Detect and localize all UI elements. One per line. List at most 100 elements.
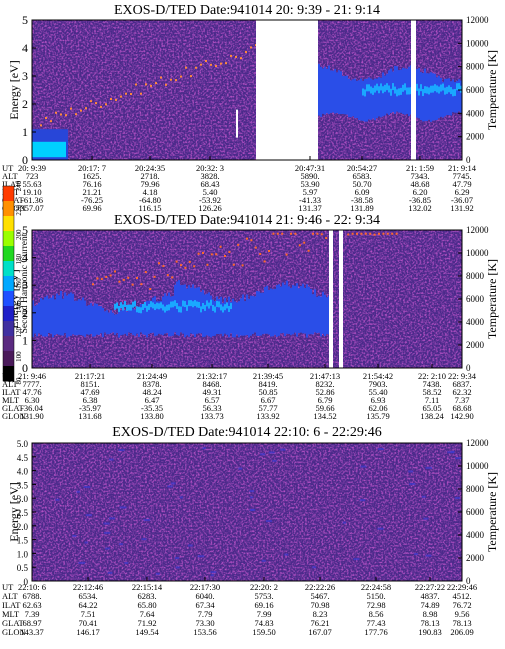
- ion-band: [310, 288, 312, 335]
- table-cell: 3828.: [200, 171, 219, 181]
- ion-band-core: [138, 306, 140, 313]
- y2-tick-label: 10000: [466, 38, 489, 48]
- table-cell: -35.35: [141, 403, 163, 413]
- ion-band: [322, 68, 324, 114]
- temperature-point: [202, 251, 204, 254]
- temperature-point: [263, 260, 266, 263]
- y-tick-label: 4: [22, 251, 28, 265]
- table-cell: 72.98: [366, 600, 385, 610]
- ion-band: [200, 291, 202, 334]
- background-speckle: [118, 449, 125, 452]
- ion-band: [326, 297, 328, 335]
- table-cell: 53.90: [300, 179, 319, 189]
- ion-band: [266, 285, 268, 334]
- ion-band: [362, 80, 364, 121]
- table-cell: 21:47:13: [310, 371, 340, 381]
- ion-band: [374, 78, 376, 121]
- y2-tick-label: 10000: [466, 248, 489, 258]
- temperature-point: [206, 263, 209, 266]
- ion-band-core: [408, 87, 410, 95]
- table-cell: 723: [26, 171, 39, 181]
- table-cell: 22:22:26: [305, 582, 335, 592]
- ion-band: [198, 287, 200, 334]
- ion-band-core: [136, 306, 138, 313]
- ion-band: [182, 284, 184, 334]
- ion-band: [248, 298, 250, 338]
- ion-band-core: [370, 86, 372, 94]
- table-cell: 22:24:58: [361, 582, 391, 592]
- temperature-point: [115, 98, 117, 101]
- temperature-point: [250, 46, 252, 49]
- ion-band-core: [392, 83, 394, 91]
- temperature-point: [281, 232, 284, 235]
- y-tick-label: 0: [24, 577, 29, 587]
- row-label-mlt: MLT: [2, 609, 20, 619]
- panel-title: EXOS-D/TED Date:941014 21: 9:46 - 22: 9:…: [114, 213, 380, 228]
- temperature-point: [140, 92, 142, 95]
- temperature-point: [170, 78, 172, 81]
- ion-band: [358, 80, 360, 121]
- temperature-point: [303, 241, 306, 244]
- ion-band: [318, 63, 320, 116]
- table-cell: 62.63: [22, 600, 41, 610]
- table-cell: 5150.: [366, 591, 385, 601]
- ion-band-core: [204, 304, 206, 311]
- temperature-point: [386, 232, 389, 235]
- table-cell: 79.96: [140, 179, 159, 189]
- table-cell: 47.76: [22, 387, 41, 397]
- temperature-point: [144, 271, 147, 274]
- background-speckle: [359, 499, 366, 502]
- table-cell: 6.30: [25, 395, 40, 405]
- row-label-ilat: ILAT: [2, 387, 21, 397]
- temperature-point: [382, 232, 385, 235]
- table-cell: 21:54:42: [363, 371, 393, 381]
- data-gap: [256, 19, 318, 161]
- ion-band-core: [116, 302, 118, 309]
- table-cell: 70.41: [78, 618, 97, 628]
- table-cell: -38.58: [351, 195, 373, 205]
- ion-band: [322, 291, 324, 334]
- table-cell: 21:39:45: [253, 371, 283, 381]
- ion-band: [90, 303, 92, 335]
- ion-band: [360, 78, 362, 121]
- ion-band: [386, 73, 388, 114]
- ion-band: [312, 294, 314, 335]
- table-cell: 21:32:17: [197, 371, 227, 381]
- ion-band: [228, 296, 230, 338]
- table-cell: 131.90: [20, 411, 43, 421]
- colorbar-swatch: [3, 261, 14, 277]
- temperature-point: [50, 120, 52, 123]
- ion-band: [48, 298, 50, 333]
- ion-band: [282, 282, 284, 333]
- y-tick-label: 0: [22, 153, 28, 167]
- y-tick-label: 2: [22, 97, 28, 111]
- peak-flux-band: [32, 141, 66, 158]
- temperature-point: [166, 274, 169, 277]
- table-cell: 7438.: [422, 379, 441, 389]
- table-cell: 21:24:49: [137, 371, 167, 381]
- ion-band: [396, 66, 398, 112]
- ion-band: [286, 280, 288, 334]
- ion-band-core: [394, 86, 396, 94]
- ion-band: [324, 66, 326, 115]
- ion-band: [320, 296, 322, 337]
- table-cell: 6.57: [205, 395, 220, 405]
- temperature-point: [325, 237, 328, 240]
- temperature-point: [210, 253, 213, 256]
- ion-band: [270, 288, 272, 337]
- y-tick-label: 5: [22, 223, 28, 237]
- ion-band: [136, 309, 138, 334]
- background-speckle: [425, 466, 433, 469]
- y-tick-label: 4.5: [17, 453, 29, 463]
- ion-band-core: [146, 305, 148, 312]
- colorbar-tick-label: 140: [15, 302, 23, 313]
- ion-band: [106, 310, 108, 335]
- ion-band: [72, 293, 74, 335]
- table-cell: 7.64: [140, 609, 156, 619]
- temperature-point: [351, 232, 354, 235]
- ion-band: [164, 293, 166, 334]
- table-cell: 135.79: [366, 411, 389, 421]
- data-gap: [411, 19, 416, 161]
- row-label-glat: GLAT: [2, 403, 25, 413]
